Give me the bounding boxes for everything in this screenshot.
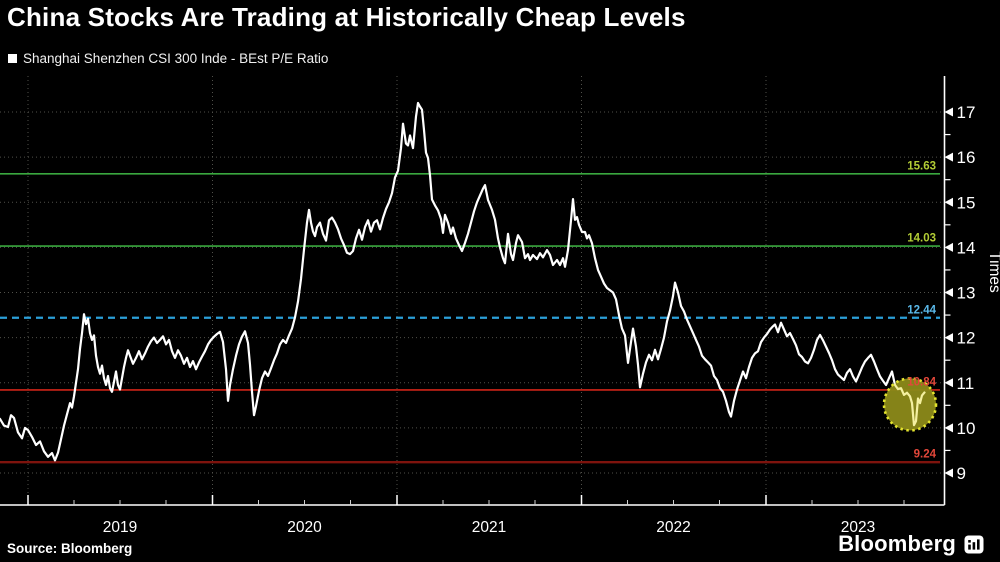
y-tick-label: 10 <box>957 419 976 438</box>
highlight-circle-border <box>882 377 938 432</box>
ref-label-plus-1-sd: 14.03 <box>907 233 936 245</box>
y-tick-arrow <box>944 468 953 478</box>
y-tick-label: 16 <box>957 148 976 167</box>
y-tick-arrow <box>944 152 953 162</box>
y-tick-label: 15 <box>957 193 976 212</box>
y-tick-label: 14 <box>957 238 976 257</box>
y-tick-label: 17 <box>957 103 976 122</box>
series-line <box>0 101 927 462</box>
bloomberg-wordmark: Bloomberg <box>838 531 956 556</box>
highlight-circle-fill <box>884 378 936 431</box>
legend-square-icon <box>8 54 17 63</box>
y-tick-arrow <box>944 288 953 297</box>
ref-label-mean: 12.44 <box>907 304 936 316</box>
x-year-label: 2022 <box>656 519 690 536</box>
x-year-label: 2021 <box>472 519 506 536</box>
highlight-series-segment <box>884 378 926 431</box>
ref-label-minus-1-sd: 10.84 <box>907 376 936 388</box>
y-tick-arrow <box>944 378 953 388</box>
bloomberg-chart-icon <box>964 535 984 553</box>
source-note: Source: Bloomberg <box>7 541 133 556</box>
y-tick-label: 9 <box>957 464 966 483</box>
y-axis-title: Times <box>986 251 1000 293</box>
bloomberg-logo: Bloomberg <box>838 531 984 557</box>
y-tick-arrow <box>944 197 953 207</box>
chart-title: China Stocks Are Trading at Historically… <box>7 2 686 32</box>
x-year-label: 2023 <box>841 519 875 536</box>
ref-label-minus-2-sd: 9.24 <box>914 449 937 461</box>
y-tick-arrow <box>944 423 953 433</box>
y-tick-arrow <box>944 107 953 117</box>
legend-label: Shanghai Shenzhen CSI 300 Inde - BEst P/… <box>23 51 329 66</box>
x-year-label: 2019 <box>103 519 137 536</box>
y-tick-arrow <box>944 333 953 343</box>
legend: Shanghai Shenzhen CSI 300 Inde - BEst P/… <box>8 51 328 66</box>
ref-label-plus-2-sd: 15.63 <box>907 160 936 172</box>
y-tick-label: 13 <box>957 284 976 303</box>
y-tick-arrow <box>944 242 953 252</box>
y-tick-label: 12 <box>957 329 976 348</box>
y-tick-label: 11 <box>957 374 975 393</box>
x-year-label: 2020 <box>287 519 322 536</box>
